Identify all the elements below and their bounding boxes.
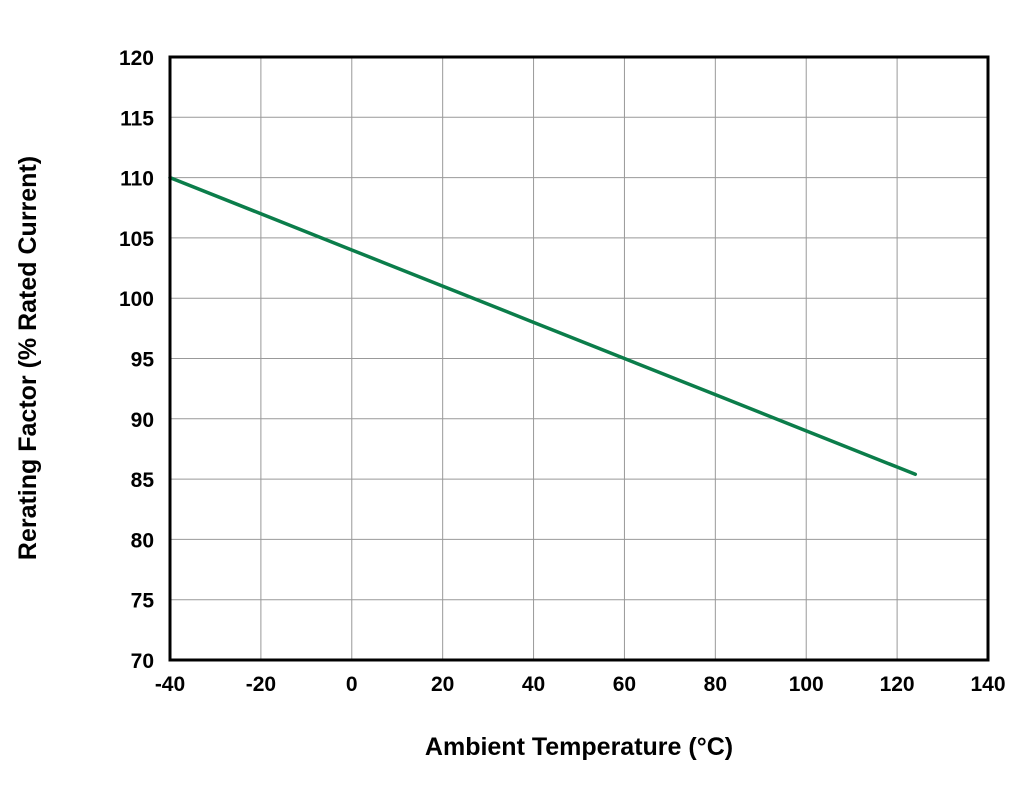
series-line-rerating-factor: [168, 175, 918, 477]
gridlines: [169, 56, 989, 661]
y-tick-label: 105: [119, 228, 154, 251]
x-tick-label: 20: [431, 673, 454, 696]
y-tick-label: 85: [131, 469, 155, 492]
x-tick-label: -20: [246, 673, 276, 696]
x-tick-label: 60: [613, 673, 636, 696]
x-axis-title: Ambient Temperature (°C): [425, 733, 733, 761]
y-tick-label: 115: [120, 107, 154, 130]
x-tick-label: -40: [155, 673, 185, 696]
x-tick-label: 140: [970, 673, 1005, 696]
y-tick-label: 100: [119, 288, 154, 311]
x-tick-label: 100: [789, 673, 824, 696]
x-axis-tick-labels: -40 -20 0 20 40 60 80 100 120 140: [155, 673, 1006, 696]
x-tick-label: 80: [704, 673, 727, 696]
y-tick-label: 70: [131, 650, 154, 673]
x-tick-label: 40: [522, 673, 545, 696]
y-tick-label: 75: [131, 590, 155, 613]
data-series: [168, 175, 918, 477]
plot-frame: [168, 55, 990, 662]
y-tick-label: 90: [131, 409, 154, 432]
y-tick-label: 95: [131, 349, 155, 372]
y-tick-label: 120: [119, 47, 154, 70]
y-tick-label: 110: [120, 168, 154, 191]
x-tick-label: 0: [346, 673, 358, 696]
y-axis-tick-labels: 70 75 80 85 90 95 100 105 110 115 120: [119, 47, 154, 673]
y-axis-title: Rerating Factor (% Rated Current): [14, 156, 42, 560]
y-tick-label: 80: [131, 529, 154, 552]
x-tick-label: 120: [880, 673, 915, 696]
